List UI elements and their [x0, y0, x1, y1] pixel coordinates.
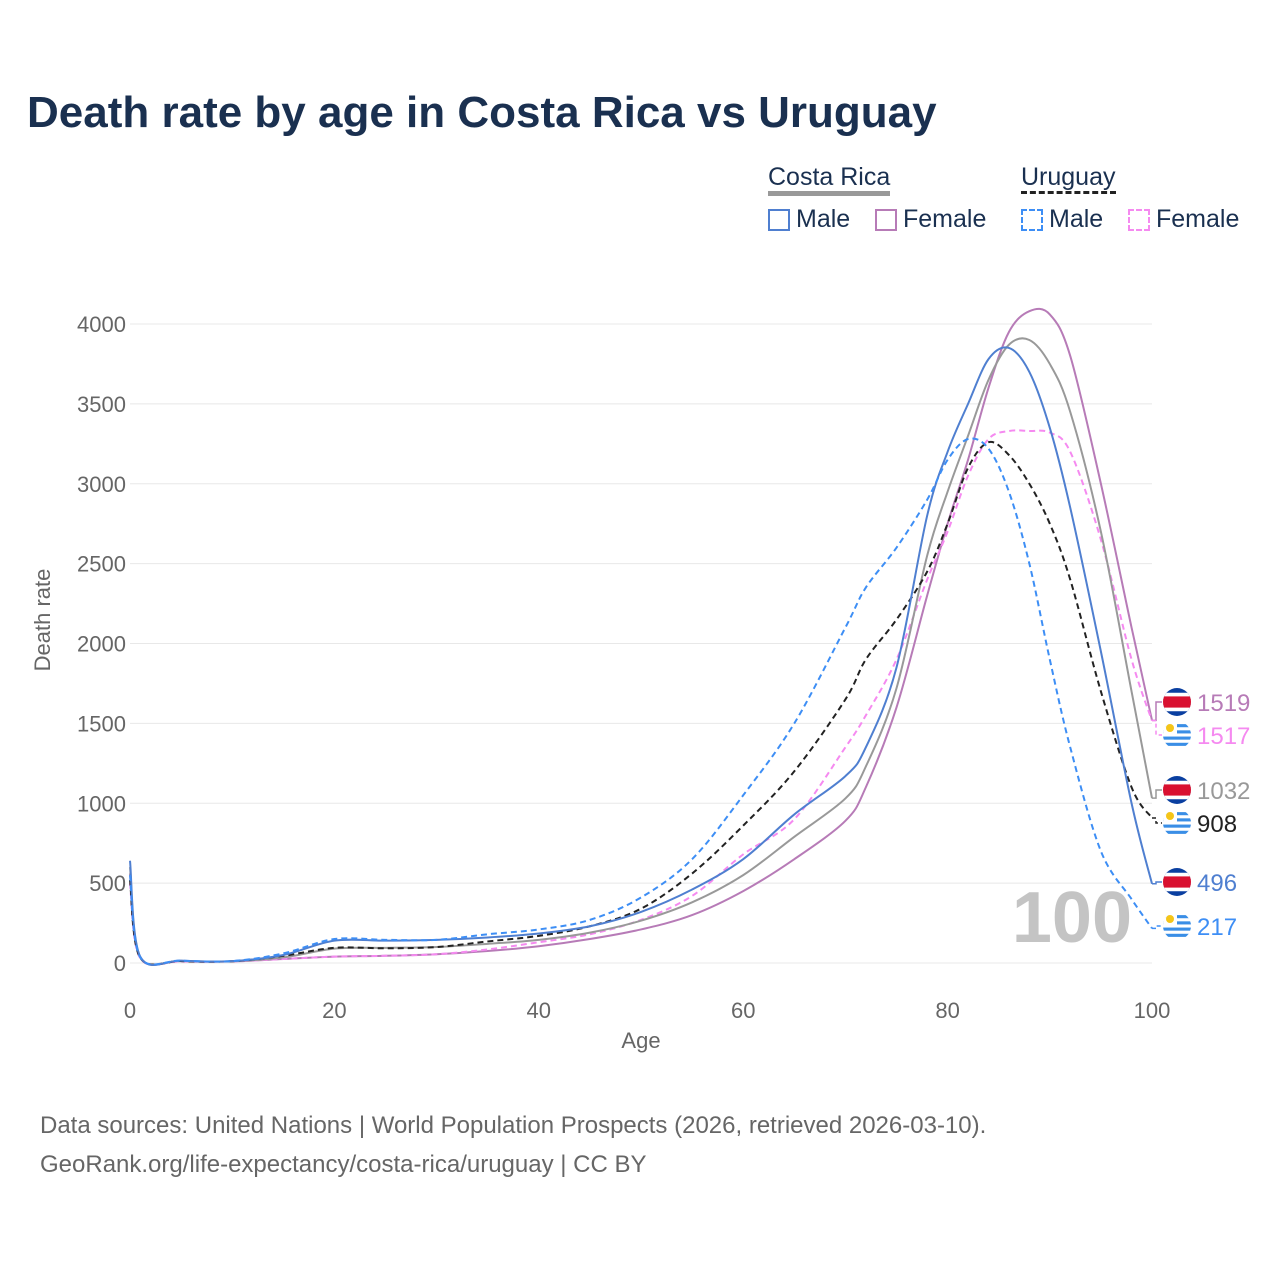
chart-title: Death rate by age in Costa Rica vs Urugu…: [27, 88, 937, 137]
legend-label: Male: [796, 205, 851, 233]
y-tick-label: 500: [89, 871, 126, 896]
legend-swatch-icon: [1021, 208, 1043, 231]
legend-costa-rica-header[interactable]: Costa Rica: [768, 163, 891, 196]
costa-rica-flag-icon: [1163, 868, 1191, 896]
label-connector: [1152, 881, 1162, 885]
costa-rica-flag-icon: [1163, 688, 1191, 716]
x-tick-label: 20: [322, 998, 346, 1023]
end-value-label: 217: [1197, 914, 1237, 941]
series-line-costa-rica[interactable]: [129, 337, 1153, 966]
legend-swatch-icon: [768, 208, 790, 231]
x-tick-label: 40: [527, 998, 551, 1023]
label-connector: [1152, 789, 1162, 799]
x-axis-label: Age: [621, 1028, 660, 1053]
source-link[interactable]: GeoRank.org/life-expectancy/costa-rica/u…: [40, 1151, 647, 1178]
x-tick-label: 0: [124, 998, 136, 1023]
label-connector: [1152, 925, 1162, 930]
series-line-costa-rica-male[interactable]: [129, 346, 1153, 966]
end-value-label: 496: [1197, 870, 1237, 897]
end-value-label: 908: [1197, 811, 1237, 838]
y-tick-label: 2000: [77, 632, 126, 657]
label-connector: [1152, 701, 1162, 722]
y-tick-label: 2500: [77, 552, 126, 577]
y-tick-label: 1500: [77, 711, 126, 736]
label-connector: [1152, 817, 1162, 824]
x-tick-label: 60: [731, 998, 755, 1023]
legend-label: Female: [1156, 205, 1240, 233]
legend-cr-female[interactable]: Female: [875, 205, 986, 234]
y-tick-label: 4000: [77, 312, 126, 337]
legend-cr-male[interactable]: Male: [768, 205, 850, 234]
footer: Data sources: United Nations | World Pop…: [40, 1106, 986, 1184]
y-tick-label: 3500: [77, 392, 126, 417]
legend-label: Male: [1049, 205, 1104, 233]
end-value-label: 1519: [1197, 690, 1250, 717]
uruguay-flag-icon: [1163, 809, 1191, 837]
series-line-costa-rica-female[interactable]: [129, 307, 1153, 966]
series-line-uruguay[interactable]: [129, 440, 1153, 966]
end-value-label: 1032: [1197, 778, 1250, 805]
uruguay-flag-icon: [1163, 912, 1191, 940]
end-value-label: 1517: [1197, 723, 1250, 750]
legend-uy-female[interactable]: Female: [1128, 205, 1239, 234]
y-tick-label: 1000: [77, 791, 126, 816]
watermark-year: 100: [1012, 878, 1132, 958]
y-tick-label: 3000: [77, 472, 126, 497]
label-connector: [1152, 719, 1162, 736]
y-axis-label: Death rate: [30, 569, 55, 672]
series-line-uruguay-male[interactable]: [129, 437, 1153, 966]
y-tick-label: 0: [114, 951, 126, 976]
x-tick-label: 80: [935, 998, 959, 1023]
data-source-text: Data sources: United Nations | World Pop…: [40, 1112, 987, 1139]
series-line-uruguay-female[interactable]: [129, 429, 1153, 966]
uruguay-flag-icon: [1163, 721, 1191, 749]
costa-rica-flag-icon: [1163, 776, 1191, 804]
legend-uruguay-header[interactable]: Uruguay: [1021, 163, 1116, 194]
legend-swatch-icon: [1128, 208, 1150, 231]
legend-swatch-icon: [875, 208, 897, 231]
legend-uy-male[interactable]: Male: [1021, 205, 1103, 234]
legend-label: Female: [903, 205, 987, 233]
x-tick-label: 100: [1134, 998, 1171, 1023]
